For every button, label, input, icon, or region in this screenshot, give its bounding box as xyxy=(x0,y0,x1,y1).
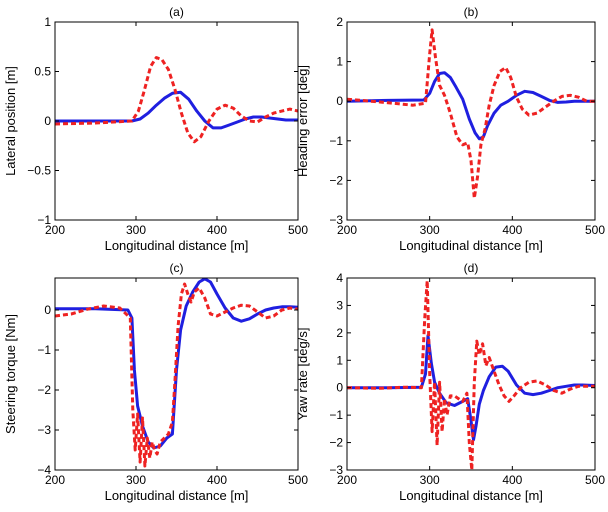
solid-series-line xyxy=(55,90,298,130)
x-tick-label: 500 xyxy=(585,473,605,487)
y-tick-label: 3 xyxy=(336,298,343,312)
chart-panel-4: 200 300 400 500 −3 −2 −1 0 1 2 3 4 (d) Longitudinal d… xyxy=(295,261,605,503)
y-axis-label: Yaw rate [deg/s] xyxy=(295,328,310,421)
plot-frame xyxy=(346,277,596,471)
y-tick-label: −1 xyxy=(37,213,51,227)
x-tick-label: 400 xyxy=(207,473,227,487)
x-tick-label: 300 xyxy=(420,473,440,487)
x-tick-label: 500 xyxy=(288,223,308,237)
chart-title: (c) xyxy=(170,261,184,275)
chart-title: (a) xyxy=(169,5,184,19)
y-tick-label: 0.5 xyxy=(34,65,51,79)
y-tick-label: −0.5 xyxy=(27,164,51,178)
y-tick-label: −4 xyxy=(37,463,51,477)
x-tick-label: 200 xyxy=(337,223,357,237)
x-tick-label: 300 xyxy=(126,473,146,487)
dashed-series-line xyxy=(347,279,595,470)
plot-frame xyxy=(54,277,299,471)
y-axis-label: Steering torque [Nm] xyxy=(3,314,18,434)
plot-frame xyxy=(346,21,596,221)
chart-title: (b) xyxy=(464,5,479,19)
dashed-series-line xyxy=(55,282,298,468)
y-axis-label: Heading error [deg] xyxy=(295,65,310,177)
y-tick-label: −2 xyxy=(37,383,51,397)
chart-title: (d) xyxy=(464,261,479,275)
y-axis-label: Lateral position [m] xyxy=(3,66,18,176)
chart-panel-3: 200 300 400 500 −4 −3 −2 −1 0 (c) Longitudinal dis… xyxy=(3,261,308,503)
x-tick-label: 500 xyxy=(585,223,605,237)
y-tick-label: 0 xyxy=(336,381,343,395)
y-tick-label: 0 xyxy=(44,303,51,317)
chart-panel-1: 200 300 400 500 −1 −0.5 0 0.5 1 (a) Longitudinal d… xyxy=(3,5,308,253)
x-tick-label: 200 xyxy=(337,473,357,487)
y-tick-label: 0 xyxy=(44,114,51,128)
y-tick-label: −1 xyxy=(329,408,343,422)
y-tick-label: 1 xyxy=(44,15,51,29)
y-tick-label: −1 xyxy=(37,343,51,357)
x-axis-label: Longitudinal distance [m] xyxy=(399,238,543,253)
y-tick-label: −3 xyxy=(37,423,51,437)
solid-series-line xyxy=(347,334,595,442)
x-tick-label: 200 xyxy=(45,223,65,237)
x-tick-label: 400 xyxy=(502,473,522,487)
x-axis-label: Longitudinal distance [m] xyxy=(105,238,249,253)
y-tick-label: 4 xyxy=(336,271,343,285)
y-tick-label: −3 xyxy=(329,213,343,227)
y-tick-label: −1 xyxy=(329,134,343,148)
chart-panel-2: 200 300 400 500 −3 −2 −1 0 1 2 (b) Longitudinal dis… xyxy=(295,5,605,253)
dashed-series-line xyxy=(347,28,595,200)
x-tick-label: 400 xyxy=(207,223,227,237)
x-tick-label: 500 xyxy=(288,473,308,487)
y-tick-label: 2 xyxy=(336,326,343,340)
x-axis-label: Longitudinal distance [m] xyxy=(105,488,249,503)
x-tick-label: 200 xyxy=(45,473,65,487)
solid-series-line xyxy=(347,71,595,141)
x-tick-label: 300 xyxy=(420,223,440,237)
y-tick-label: 2 xyxy=(336,15,343,29)
x-tick-label: 300 xyxy=(126,223,146,237)
y-tick-label: 1 xyxy=(336,353,343,367)
x-axis-label: Longitudinal distance [m] xyxy=(399,488,543,503)
y-tick-label: 1 xyxy=(336,55,343,69)
y-tick-label: 0 xyxy=(336,94,343,108)
y-tick-label: −2 xyxy=(329,173,343,187)
y-tick-label: −2 xyxy=(329,436,343,450)
dashed-series-line xyxy=(55,56,298,144)
x-tick-label: 400 xyxy=(502,223,522,237)
y-tick-label: −3 xyxy=(329,463,343,477)
